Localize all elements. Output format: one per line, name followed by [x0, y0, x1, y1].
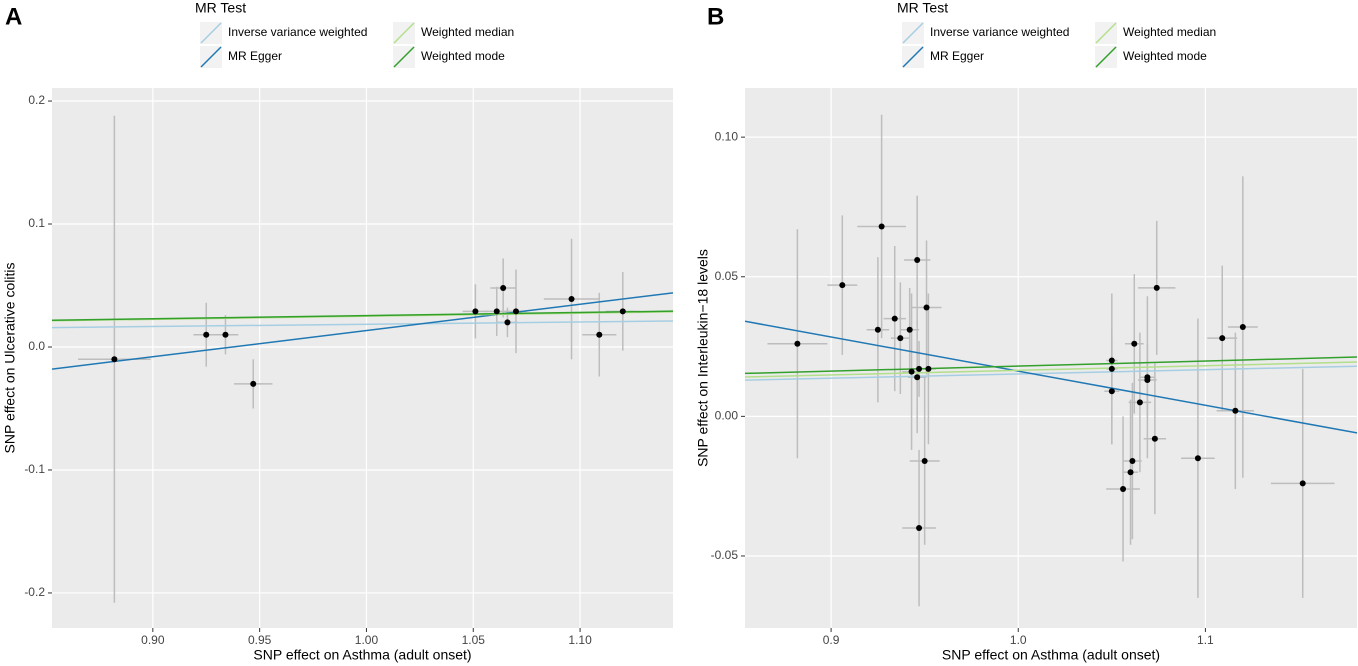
- point: [111, 356, 118, 363]
- legend-label: MR Egger: [228, 49, 282, 63]
- y-tick-label: 0.2: [28, 93, 45, 107]
- point: [250, 380, 257, 387]
- point: [891, 315, 898, 322]
- point: [222, 331, 229, 338]
- x-tick-label: 0.9: [823, 633, 840, 647]
- regression-line: [52, 320, 673, 329]
- regression-line: [745, 320, 1357, 434]
- point: [493, 308, 500, 315]
- regression-line: [52, 292, 673, 370]
- legend-label: Weighted mode: [421, 49, 505, 63]
- point: [1151, 435, 1158, 442]
- point: [1136, 399, 1143, 406]
- legend-swatch: [200, 46, 222, 68]
- point: [874, 326, 881, 333]
- point: [914, 256, 921, 263]
- point: [908, 368, 915, 375]
- y-axis-title: SNP effect on Ulcerative colitis: [2, 263, 18, 454]
- point: [512, 308, 519, 315]
- panel-label: B: [707, 3, 724, 30]
- point: [568, 296, 575, 303]
- point: [1120, 485, 1127, 492]
- x-tick-label: 1.0: [1010, 633, 1027, 647]
- legend-swatch: [393, 46, 415, 68]
- y-tick-label: 0.10: [715, 129, 739, 143]
- plot-layer: [52, 115, 673, 603]
- point: [1239, 324, 1246, 331]
- point: [921, 458, 928, 465]
- point: [878, 223, 885, 230]
- point: [1219, 335, 1226, 342]
- point: [1153, 284, 1160, 291]
- point: [794, 340, 801, 347]
- legend-label: Weighted median: [1123, 25, 1216, 39]
- legend-label: Weighted median: [421, 25, 514, 39]
- legend-swatch: [1095, 22, 1117, 44]
- x-tick-label: 1.05: [462, 633, 486, 647]
- point: [897, 335, 904, 342]
- legend-title: MR Test: [195, 0, 246, 16]
- point: [1144, 377, 1151, 384]
- point: [1131, 340, 1138, 347]
- point: [1108, 365, 1115, 372]
- point: [916, 365, 923, 372]
- legend-label: Inverse variance weighted: [930, 25, 1069, 39]
- legend-swatch: [393, 22, 415, 44]
- x-tick-label: 1.1: [1197, 633, 1214, 647]
- point: [1299, 480, 1306, 487]
- x-axis-title: SNP effect on Asthma (adult onset): [942, 647, 1160, 663]
- point: [1108, 388, 1115, 395]
- legend-swatch: [200, 22, 222, 44]
- point: [504, 319, 511, 326]
- x-tick-label: 1.00: [355, 633, 379, 647]
- plot-background: [745, 88, 1357, 628]
- y-tick-label: -0.05: [711, 548, 739, 562]
- y-tick-label: -0.2: [24, 585, 45, 599]
- point: [472, 308, 479, 315]
- point: [1232, 407, 1239, 414]
- legend-swatch: [1095, 46, 1117, 68]
- legend-title: MR Test: [897, 0, 948, 16]
- point: [914, 374, 921, 381]
- y-tick-label: 0.05: [715, 269, 739, 283]
- y-tick-label: 0.1: [28, 216, 45, 230]
- regression-line: [745, 361, 1357, 378]
- regression-line: [745, 356, 1357, 375]
- point: [1127, 469, 1134, 476]
- y-tick-label: 0.00: [715, 409, 739, 423]
- point: [619, 308, 626, 315]
- y-axis-title: SNP effect on Interleukin−18 levels: [695, 249, 711, 467]
- x-tick-label: 0.95: [248, 633, 272, 647]
- legend-label: MR Egger: [930, 49, 984, 63]
- point: [1129, 458, 1136, 465]
- point: [1108, 357, 1115, 364]
- point: [839, 282, 846, 289]
- y-tick-label: -0.1: [24, 462, 45, 476]
- y-tick-label: 0.0: [28, 339, 45, 353]
- legend-label: Weighted mode: [1123, 49, 1207, 63]
- legend-swatch: [902, 46, 924, 68]
- point: [925, 365, 932, 372]
- point: [906, 326, 913, 333]
- point: [596, 331, 603, 338]
- regression-line: [52, 310, 673, 321]
- point: [203, 331, 210, 338]
- x-tick-label: 1.10: [568, 633, 592, 647]
- x-axis-title: SNP effect on Asthma (adult onset): [253, 647, 471, 663]
- plot-background: [52, 88, 673, 628]
- regression-line: [745, 365, 1357, 381]
- legend-label: Inverse variance weighted: [228, 25, 367, 39]
- point: [1194, 455, 1201, 462]
- panel-label: A: [5, 3, 22, 30]
- point: [500, 284, 507, 291]
- legend-swatch: [902, 22, 924, 44]
- plot-layer: [745, 114, 1357, 607]
- point: [916, 525, 923, 532]
- point: [923, 304, 930, 311]
- x-tick-label: 0.90: [141, 633, 165, 647]
